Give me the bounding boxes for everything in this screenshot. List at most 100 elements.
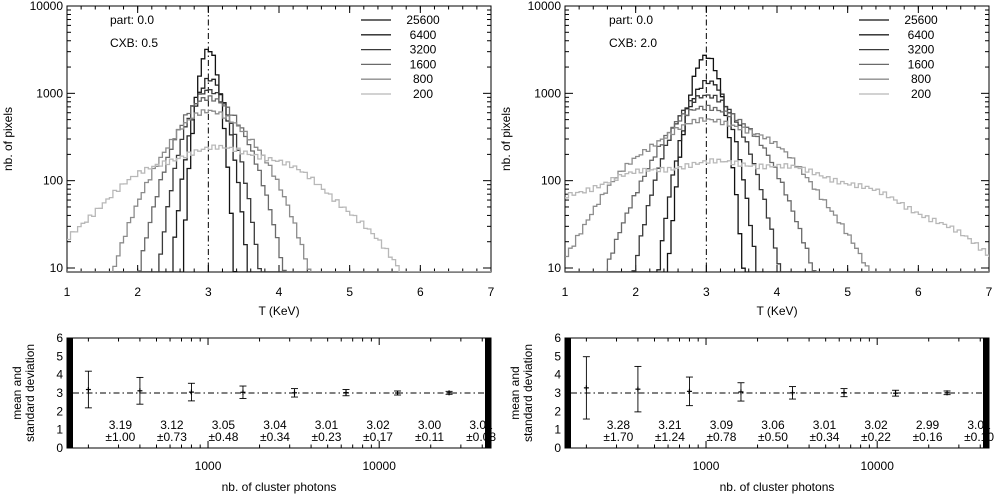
y-tick-label: 100 [43,174,63,188]
x-axis-label: nb. of cluster photons [222,480,337,494]
mean-value-label: 3.01 [315,418,339,432]
mean-value-label: 3.02 [864,418,888,432]
x-tick-label: 3 [703,285,710,299]
y-tick-label: 100 [541,174,561,188]
y-tick-label: 0 [56,441,63,455]
x-axis-label: T (KeV) [756,304,797,318]
x-axis-label: T (KeV) [258,304,299,318]
histogram-series-800 [565,117,989,272]
x-tick-label: 1 [64,285,71,299]
legend-label: 25600 [406,13,440,27]
y-tick-label: 2 [56,404,63,418]
left-border-bar [67,338,73,448]
x-tick-label: 2 [632,285,639,299]
part-label: part: 0.0 [110,13,154,27]
mean-value-label: 3.02 [366,418,390,432]
histogram-series-6400 [565,79,989,272]
y-tick-label: 1000 [36,86,63,100]
y-tick-label: 3 [56,386,63,400]
histogram-series-6400 [67,77,491,272]
x-tick-label: 2 [134,285,141,299]
y-tick-label: 10 [50,261,64,275]
x-tick-label: 4 [774,285,781,299]
mean-value-label: 3.01 [813,418,837,432]
mean-value-label: 3.28 [607,418,631,432]
left-border-bar [565,338,571,448]
y-axis-label: nb. of pixels [1,107,15,171]
x-tick-label: 7 [488,285,495,299]
y-tick-label: 1 [554,423,561,437]
legend-label: 200 [413,87,433,101]
right-border-bar [983,338,989,448]
histogram-series-800 [67,109,491,272]
cxb-label: CXB: 0.5 [110,36,158,50]
y-tick-label: 5 [554,349,561,363]
legend-label: 800 [911,72,931,86]
std-value-label: ±0.50 [758,430,788,444]
histogram-series-3200 [565,94,989,272]
legend-label: 6400 [410,28,437,42]
std-value-label: ±0.34 [810,430,840,444]
x-tick-label: 5 [844,285,851,299]
std-value-label: ±1.00 [105,430,135,444]
mean-value-label: 3.06 [761,418,785,432]
y-tick-label: 6 [554,331,561,345]
y-tick-label: 0 [554,441,561,455]
std-value-label: ±0.78 [706,430,736,444]
x-tick-label: 10000 [363,459,397,473]
y-tick-label: 10000 [528,0,562,13]
std-value-label: ±0.73 [157,430,187,444]
mean-value-label: 3.01 [469,418,493,432]
x-axis-label: nb. of cluster photons [720,480,835,494]
mean-value-label: 3.05 [212,418,236,432]
y-tick-label: 1000 [534,86,561,100]
std-value-label: ±0.48 [208,430,238,444]
std-value-label: ±0.23 [312,430,342,444]
y-tick-label: 3 [554,386,561,400]
mean-value-label: 3.04 [263,418,287,432]
std-value-label: ±0.17 [363,430,393,444]
legend-label: 1600 [908,57,935,71]
std-value-label: ±1.70 [603,430,633,444]
part-label: part: 0.0 [609,13,653,27]
std-value-label: ±0.22 [861,430,891,444]
x-tick-label: 1 [562,285,569,299]
histogram-series-200 [565,158,989,257]
histogram-series-1600 [67,95,491,272]
histogram-series-3200 [67,89,491,272]
histogram-series-200 [67,144,491,272]
x-tick-label: 5 [346,285,353,299]
legend-label: 6400 [908,28,935,42]
y-axis-label: standard deviation [521,344,535,442]
mean-value-label: 3.09 [710,418,734,432]
x-tick-label: 6 [417,285,424,299]
y-axis-label: standard deviation [23,344,37,442]
y-tick-label: 10000 [30,0,64,13]
y-axis-label: nb. of pixels [499,107,513,171]
y-tick-label: 5 [56,349,63,363]
y-tick-label: 4 [554,368,561,382]
mean-value-label: 3.01 [967,418,991,432]
y-tick-label: 1 [56,423,63,437]
std-value-label: ±0.16 [913,430,943,444]
legend-label: 25600 [904,13,938,27]
y-axis-label: mean and [508,366,522,419]
legend-label: 1600 [410,57,437,71]
y-tick-label: 4 [56,368,63,382]
mean-value-label: 3.19 [109,418,133,432]
std-value-label: ±0.11 [415,430,444,444]
x-tick-label: 6 [915,285,922,299]
y-tick-label: 10 [548,261,562,275]
x-tick-label: 10000 [861,459,895,473]
legend-label: 3200 [410,43,437,57]
legend-label: 3200 [908,43,935,57]
mean-value-label: 3.00 [418,418,442,432]
right-border-bar [485,338,491,448]
y-axis-label: mean and [10,366,24,419]
y-tick-label: 6 [56,331,63,345]
x-tick-label: 1000 [693,459,720,473]
cxb-label: CXB: 2.0 [609,36,657,50]
x-tick-label: 3 [205,285,212,299]
std-value-label: ±0.34 [260,430,290,444]
